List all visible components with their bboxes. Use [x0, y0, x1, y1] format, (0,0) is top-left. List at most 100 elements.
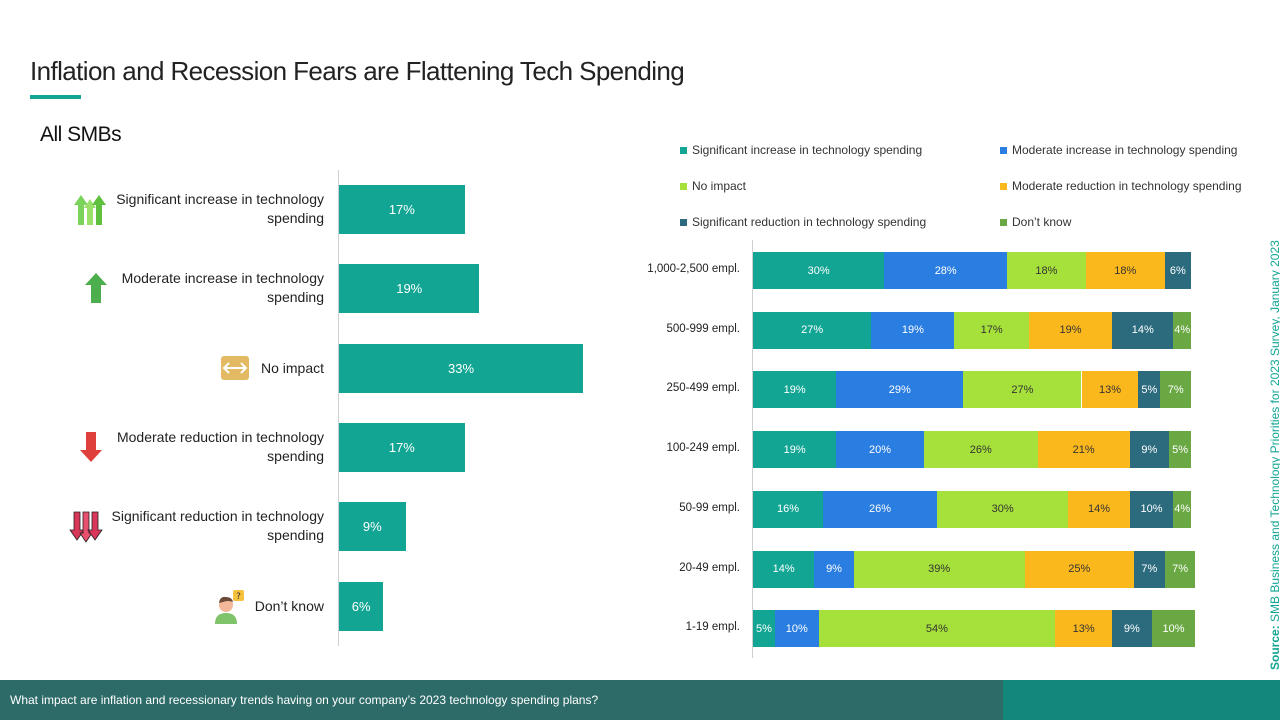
overall-bar: 6% [339, 582, 384, 631]
stacked-segment: 14% [1112, 311, 1174, 349]
stacked-segment: 26% [823, 490, 937, 528]
source-note: Source: SMB Business and Technology Prio… [1268, 240, 1280, 670]
segment-value-label: 5% [1172, 443, 1188, 456]
legend-item: Significant increase in technology spend… [680, 143, 922, 157]
stacked-segment: 4% [1173, 490, 1191, 528]
stacked-segment: 7% [1164, 550, 1196, 588]
segment-value-label: 5% [755, 622, 772, 635]
legend-label: Significant increase in technology spend… [692, 143, 923, 157]
segment-value-label: 9% [1141, 443, 1158, 456]
stacked-segment: 19% [871, 311, 955, 349]
legend-swatch [680, 182, 687, 190]
legend-item: Don’t know [1000, 215, 1071, 229]
legend-swatch [680, 146, 687, 154]
stacked-segment: 20% [836, 431, 924, 469]
overall-category-label: Moderate increase in technology spending [121, 270, 324, 305]
overall-bar-value-label: 17% [388, 202, 415, 217]
segment-value-label: 13% [1072, 622, 1095, 635]
segment-value-label: 10% [1162, 622, 1185, 635]
stacked-segment: 4% [1173, 311, 1191, 349]
segment-value-label: 30% [807, 264, 830, 277]
segment-value-label: 17% [980, 324, 1003, 337]
overall-bar: 19% [339, 264, 480, 313]
legend-swatch [1000, 182, 1007, 190]
right-chart-axis-line [752, 240, 753, 658]
segment-value-label: 30% [991, 503, 1014, 516]
stacked-segment: 5% [1138, 371, 1161, 409]
overall-bar-value-label: 6% [351, 599, 371, 614]
title-underline [30, 95, 81, 99]
stacked-segment: 30% [936, 490, 1069, 528]
segment-value-label: 4% [1174, 324, 1191, 337]
overall-bar-value-label: 33% [447, 361, 475, 376]
stacked-segment: 27% [753, 311, 872, 349]
stacked-segment: 54% [818, 610, 1056, 648]
stacked-segment: 39% [853, 550, 1025, 588]
stacked-segment: 25% [1024, 550, 1135, 588]
segment-value-label: 20% [869, 443, 892, 456]
segment-value-label: 39% [928, 563, 951, 575]
segment-value-label: 14% [1088, 503, 1111, 516]
segment-value-label: 14% [1131, 324, 1154, 337]
legend-item: Moderate increase in technology spending [1000, 143, 1237, 157]
stacked-segment: 17% [954, 311, 1029, 349]
segment-value-label: 5% [1141, 383, 1158, 396]
stacked-segment: 10% [1151, 610, 1196, 648]
stacked-segment: 21% [1037, 431, 1130, 469]
segment-value-label: 19% [783, 443, 806, 456]
legend-swatch [1000, 146, 1007, 154]
segment-value-label: 19% [1059, 324, 1082, 337]
stacked-segment: 27% [963, 371, 1082, 409]
chart-subtitle: All SMBs [40, 123, 122, 146]
stacked-segment: 18% [1007, 252, 1086, 289]
up-arrow-icon [78, 270, 114, 306]
stacked-segment: 29% [836, 371, 964, 409]
double-down-arrow-icon [68, 508, 104, 544]
stacked-segment: 28% [884, 252, 1008, 289]
company-size-label: 50-99 empl. [679, 501, 740, 514]
overall-bar: 17% [339, 185, 465, 234]
stacked-segment: 10% [1129, 490, 1174, 528]
stacked-segment: 5% [753, 610, 775, 648]
double-up-arrow-icon [72, 191, 108, 227]
stacked-segment: 26% [923, 431, 1038, 469]
left-chart-axis-line [338, 170, 339, 646]
segment-value-label: 16% [777, 503, 800, 516]
company-size-label: 250-499 empl. [666, 382, 740, 395]
segment-value-label: 6% [1169, 264, 1186, 277]
legend-label: No impact [692, 179, 747, 193]
stacked-segment: 10% [774, 610, 819, 648]
svg-text:?: ? [236, 592, 241, 602]
page-title: Inflation and Recession Fears are Flatte… [30, 56, 685, 86]
stacked-segment: 18% [1085, 252, 1165, 289]
survey-question: What impact are inflation and recessiona… [0, 680, 1003, 720]
footer-accent [1003, 680, 1280, 720]
legend-label: Significant reduction in technology spen… [692, 215, 927, 229]
stacked-segment: 9% [814, 550, 854, 588]
overall-category-label: Significant increase in technology spend… [116, 191, 324, 226]
segment-value-label: 7% [1167, 383, 1184, 396]
legend-label: Moderate increase in technology spending [1012, 143, 1238, 157]
legend-item: No impact [680, 179, 746, 193]
overall-category-label: No impact [260, 359, 324, 376]
stacked-segment: 30% [753, 252, 885, 289]
segment-value-label: 19% [783, 383, 806, 396]
segment-value-label: 18% [1035, 264, 1058, 277]
segment-value-label: 4% [1174, 503, 1191, 516]
legend-label: Moderate reduction in technology spendin… [1012, 179, 1242, 193]
overall-category-label: Moderate reduction in technology spendin… [116, 429, 324, 464]
overall-bar: 17% [339, 423, 465, 472]
segment-value-label: 14% [772, 563, 795, 575]
confused-person-icon: ? [211, 588, 247, 624]
segment-value-label: 28% [934, 264, 957, 277]
segment-value-label: 29% [888, 383, 911, 396]
stacked-segment: 19% [753, 371, 837, 409]
overall-category-label: Don’t know [254, 597, 324, 614]
horizontal-arrow-icon [217, 350, 253, 386]
segment-value-label: 19% [901, 324, 924, 337]
overall-bar-value-label: 9% [362, 519, 382, 534]
company-size-label: 100-249 empl. [666, 442, 740, 455]
segment-value-label: 54% [925, 622, 948, 635]
legend-swatch [680, 218, 687, 226]
stacked-segment: 14% [753, 550, 815, 588]
